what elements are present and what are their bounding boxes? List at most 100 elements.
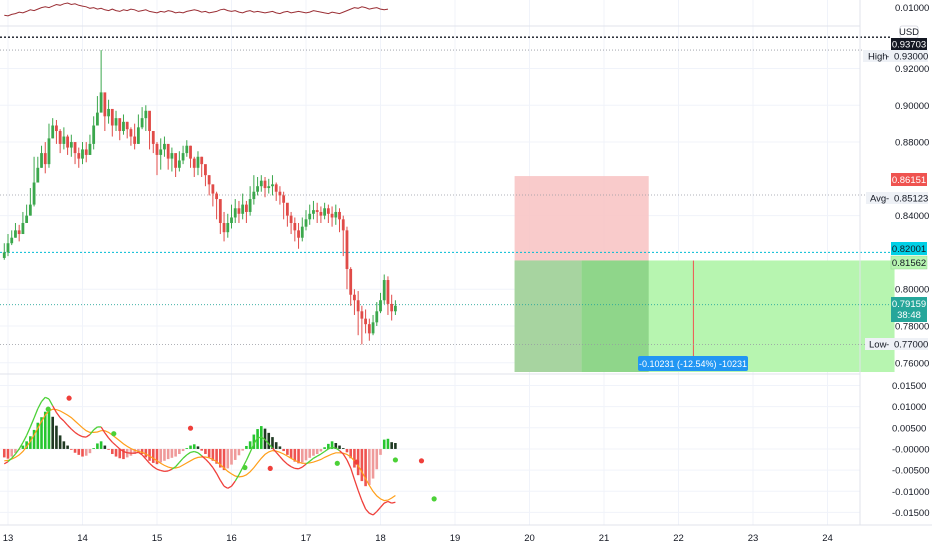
price-axis-tick: 0.76000 [895,358,929,369]
last-price-label: 0.79159 38:48 [891,297,927,322]
candle-body [29,205,32,216]
candle-body [379,300,382,311]
macd-histogram-bar [96,443,99,449]
candle-body [36,168,39,183]
candle-body [81,149,84,158]
macd-histogram-bar [323,447,326,449]
measure-label-text: -0.10231 (-12.54%) -10231 [639,359,747,369]
candle-body [290,216,293,223]
candle-body [126,122,129,129]
macd-histogram-bar [249,441,252,449]
candle-body [85,149,88,155]
candle-body [163,144,166,150]
candle-body [256,186,259,192]
macd-histogram-bar [92,448,95,449]
macd-histogram-bar [89,449,92,453]
macd-histogram-bar [308,449,311,458]
candle-body [100,92,103,112]
macd-histogram-bar [100,441,103,449]
candle-body [55,125,58,131]
time-axis-tick: 13 [3,533,14,544]
candle-body [3,252,6,258]
stop-loss-text: 0.86151 [892,175,926,186]
candle-body [320,212,323,216]
candle-body [144,111,147,118]
macd-line-segment [332,447,336,448]
macd-histogram-bar [241,449,244,451]
macd-cross-dot [354,459,359,464]
macd-histogram-bar [189,446,192,449]
macd-histogram-bar [282,449,285,451]
candle-body [51,125,54,138]
macd-cross-dot [111,431,116,436]
time-axis-tick: 22 [673,533,684,544]
macd-line-segment [161,471,165,472]
currency-label: USD [899,26,919,38]
candle-body [208,175,211,184]
macd-cross-dot [188,426,193,431]
candle-body [133,137,136,144]
macd-histogram-bar [193,444,196,449]
macd-histogram-bar [286,449,289,455]
macd-histogram-bar [77,449,80,455]
macd-histogram-bar [375,449,378,469]
countdown-text: 38:48 [897,310,921,321]
candle-body [271,184,274,186]
candle-body [174,153,177,168]
candle-body [130,129,133,136]
macd-histogram-bar [387,439,390,449]
candle-body [189,146,192,159]
candle-body [230,217,233,223]
macd-histogram-bar [148,449,151,461]
candle-body [137,127,140,144]
price-axis-tick: 0.90000 [895,101,929,112]
candle-body [18,230,21,234]
candle-body [89,144,92,155]
candle-body [107,109,110,116]
candle-body [308,214,311,220]
macd-histogram-bar [182,449,185,451]
measure-label[interactable]: -0.10231 (-12.54%) -10231 [638,356,748,371]
price-axis-tick: 0.78000 [895,322,929,333]
macd-axis-tick: 0.01000 [892,402,926,413]
candle-body [282,195,285,202]
candle-body [346,230,349,269]
macd-histogram-bar [111,449,114,454]
macd-histogram-bar [383,440,386,449]
avg-label-sep: - [886,194,889,205]
macd-axis-tick: 0.00500 [892,423,926,434]
candle-body [111,109,114,126]
macd-histogram-bar [394,443,397,449]
macd-histogram-bar [353,449,356,468]
high-label-value: 0.93000 [894,52,928,63]
macd-histogram-bar [230,449,233,465]
candle-body [22,223,25,234]
macd-histogram-bar [167,449,170,459]
candle-body [59,131,62,144]
high-label: High - 0.93000 [863,50,928,63]
candle-body [267,186,270,188]
candle-body [238,208,241,214]
candle-body [25,216,28,223]
low-label-name: Low [869,340,887,351]
macd-histogram-bar [178,449,181,454]
candle-body [10,238,13,244]
price-axis-tick: 0.84000 [895,211,929,222]
candle-body [62,137,65,144]
macd-cross-dot [66,396,71,401]
macd-line-segment [258,437,262,438]
candle-body [342,219,345,230]
candle-body [364,319,367,325]
candle-body [275,184,278,191]
candle-body [40,153,43,168]
macd-histogram-bar [59,435,62,449]
candle-body [357,300,360,311]
macd-histogram-bar [163,449,166,461]
macd-histogram-bar [226,449,229,468]
candle-body [115,118,118,125]
macd-axis-tick: -0.01000 [892,487,930,498]
macd-histogram-bar [81,449,84,457]
candle-body [182,153,185,160]
